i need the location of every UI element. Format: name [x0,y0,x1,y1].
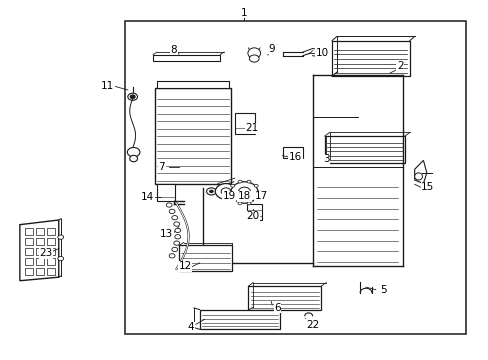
Ellipse shape [166,203,172,207]
Ellipse shape [238,180,242,183]
Ellipse shape [249,55,259,62]
Text: 22: 22 [305,320,319,330]
Text: 20: 20 [246,211,259,221]
Text: 16: 16 [288,152,302,162]
Ellipse shape [230,198,234,201]
Ellipse shape [246,202,250,205]
Text: 6: 6 [274,302,280,312]
Bar [36,228,43,235]
Bar [157,184,175,202]
Text: 2: 2 [396,61,403,71]
Text: 1: 1 [241,8,247,18]
Ellipse shape [247,48,260,59]
Bar [25,267,32,275]
Bar [154,88,231,184]
Ellipse shape [175,228,180,233]
Ellipse shape [129,156,137,162]
Ellipse shape [127,93,137,100]
Text: 3: 3 [322,154,329,164]
Text: 8: 8 [170,45,177,55]
Text: 4: 4 [187,322,194,332]
Ellipse shape [206,188,216,195]
Text: 10: 10 [315,48,328,58]
Bar [25,238,32,245]
Ellipse shape [169,209,175,213]
Text: 19: 19 [222,191,235,201]
Text: 18: 18 [237,191,251,201]
Ellipse shape [171,216,177,220]
Ellipse shape [221,188,230,195]
Ellipse shape [127,148,140,157]
Ellipse shape [173,241,179,245]
Ellipse shape [227,191,231,194]
Bar [324,136,404,163]
Polygon shape [20,220,59,281]
Ellipse shape [58,256,63,261]
Ellipse shape [173,222,179,226]
Bar [36,267,43,275]
Text: 9: 9 [267,44,274,54]
Ellipse shape [175,235,180,239]
Ellipse shape [130,95,135,99]
Text: 5: 5 [379,285,386,295]
Text: 15: 15 [420,182,433,192]
Bar [36,238,43,245]
Bar [157,81,228,88]
Ellipse shape [230,184,234,187]
Ellipse shape [414,173,422,180]
Bar [246,204,262,220]
Text: 23: 23 [40,248,53,258]
Text: 12: 12 [178,261,191,271]
Bar [25,257,32,265]
Bar [179,246,232,271]
Bar [331,41,409,76]
Ellipse shape [246,180,250,183]
Ellipse shape [238,187,250,198]
Text: 21: 21 [244,123,258,133]
Bar [36,248,43,255]
Ellipse shape [209,190,213,193]
Bar [200,310,280,329]
Ellipse shape [169,254,175,258]
Ellipse shape [171,247,177,252]
Bar [153,55,220,61]
Bar [125,21,465,334]
Polygon shape [414,160,426,184]
Text: 11: 11 [101,81,114,91]
Ellipse shape [230,182,258,203]
Bar [25,248,32,255]
Text: 17: 17 [254,191,267,201]
Bar [47,257,55,265]
Bar [47,267,55,275]
Ellipse shape [58,235,63,239]
Text: 14: 14 [141,192,154,202]
Bar [283,147,302,158]
Bar [248,286,321,310]
Ellipse shape [254,184,258,187]
Ellipse shape [254,198,258,201]
Bar [47,238,55,245]
Bar [36,257,43,265]
Bar [25,228,32,235]
Bar [234,113,255,134]
Text: 13: 13 [160,229,173,239]
Ellipse shape [215,184,236,199]
Ellipse shape [257,191,261,194]
Bar [47,248,55,255]
Text: 7: 7 [158,162,165,172]
Bar [47,228,55,235]
Ellipse shape [238,202,242,205]
